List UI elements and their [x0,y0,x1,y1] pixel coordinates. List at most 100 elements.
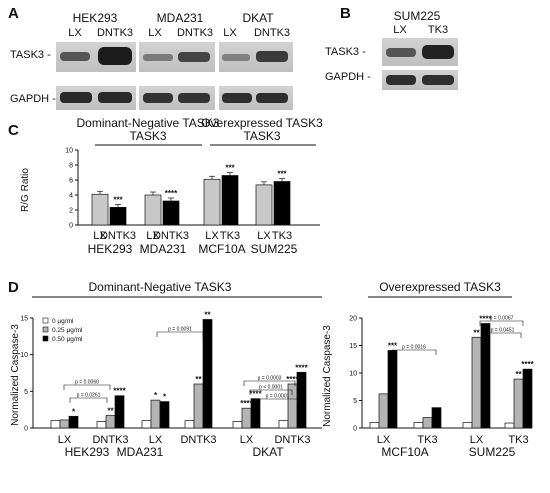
chart-d-left-bar [232,421,243,429]
chart-c-x-tick-label: LX [257,230,271,242]
chart-d-right-bar [513,378,524,429]
chart-d-right-significance-bracket [391,349,437,355]
chart-d-right-bar [462,422,473,429]
chart-d-left-significance-label: **** [113,387,126,396]
chart-c-y-tick-label: 8 [69,163,73,170]
chart-d-left-pvalue-label: p = 0.0060 [75,380,99,386]
chart-d-left-significance-label: ** [107,407,114,416]
blot-band [98,47,132,65]
chart-d-right-x-tick-label: LX [377,434,391,446]
blot-b-lane-label: LX [393,24,407,36]
blot-a-lane-label: DNTK3 [97,27,133,39]
blot-band [222,54,250,61]
chart-d-right-bar [431,407,442,429]
chart-c-header-left-2: TASK3 [129,129,166,143]
legend-swatch [42,326,49,333]
chart-c-bar [203,178,221,226]
chart-d-left-pvalue-label: p = 0.0001 [266,394,290,400]
blot-a-group-label-dkat: DKAT [242,11,274,25]
chart-d-left-significance-label: **** [295,363,308,372]
blot-a-lane-label: LX [68,27,82,39]
chart-d-left-bar [59,419,70,429]
chart-d-left-significance-bracket [156,331,204,337]
blot-panel-b: SUM225 LX TK3 TASK3 - GAPDH - [325,9,458,90]
blot-band [178,93,210,103]
chart-d-right-group-label: SUM225 [469,445,516,459]
chart-c-group-label: SUM225 [251,242,298,256]
chart-d-right-pvalue-label: p = 0.0016 [402,345,426,351]
chart-d-right-significance-label: ** [473,328,480,337]
blot-a-group-label-hek293: HEK293 [73,11,118,25]
chart-d-right-significance-label: **** [521,360,534,369]
blot-a-lane-label: LX [148,27,162,39]
chart-d-left-bar [96,421,107,429]
chart-d-left-bar [150,399,161,429]
blot-panel-a: TASK3 - GAPDH - HEK293 LX DNTK3 MDA231 L… [10,11,293,110]
chart-c-x-tick-label: DNTK3 [153,230,189,242]
legend-label: 0.25 µg/ml [52,327,83,334]
chart-d-left-x-tick-label: DNTK3 [274,434,310,446]
chart-c-y-axis-label: R/G Ratio [20,168,31,212]
chart-d-left-bar [278,420,289,429]
chart-c-x-tick-label: LX [205,230,219,242]
chart-c-bar [273,181,291,226]
chart-d-left-y-axis-label: Normalized Caspase-3 [10,324,21,426]
chart-d-left-significance-label: ** [204,310,211,319]
chart-d-left-bar [105,415,116,429]
blot-a-lane-label: DNTK3 [254,27,290,39]
chart-d-left-significance-bracket [256,398,299,404]
chart-d-right-y-tick-label: 0 [353,426,357,433]
chart-c-bar [91,193,109,226]
blot-band [422,75,454,85]
chart-c-significance-label: *** [225,164,235,173]
chart-d-left-significance-bracket [249,389,293,395]
chart-c-significance-label: **** [165,189,178,198]
blot-band [222,93,252,103]
chart-c-bar [144,194,162,226]
blot-band [60,52,90,61]
chart-d-left-pvalue-label: p < 0.0001 [259,385,283,391]
chart-d-left-x-tick-label: DNTK3 [92,434,128,446]
panel-letter-c: C [8,122,19,139]
panel-letter-a: A [8,5,19,22]
chart-d-left-significance-label: ** [195,375,202,384]
chart-d-left-pvalue-label: p = 0.0091 [168,327,192,333]
chart-d-right-significance-label: *** [388,341,398,350]
chart-d-left-y-tick-label: 15 [20,316,28,323]
chart-d-right-significance-bracket [483,332,522,338]
blot-band [386,48,416,57]
chart-c-significance-label: *** [277,170,287,179]
blot-a-row-label-gapdh: GAPDH - [10,93,56,105]
chart-d-right-significance-label: ** [515,370,522,379]
chart-d-right-bar [387,350,398,429]
legend-swatch [42,317,49,324]
chart-c-y-tick-label: 0 [69,223,73,230]
chart-d-left-pvalue-label: p = 0.0261 [77,393,101,399]
chart-d-right-pvalue-label: p = 0.0451 [491,328,515,334]
blot-a-group-label-mda231: MDA231 [157,11,204,25]
chart-d-left-x-tick-label: DNTK3 [180,434,216,446]
chart-d-right-significance-bracket [479,320,524,326]
chart-d-right-bar [480,323,491,429]
blot-band [178,52,210,62]
chart-c-header-right: Overexpressed TASK3 [201,116,323,130]
chart-d-right-x-tick-label: TK3 [508,434,528,446]
chart-c-y-tick-label: 4 [69,193,73,200]
chart-d-left-bar [68,415,79,429]
legend-swatch [42,335,49,342]
blot-a-row-label-task3: TASK3 - [10,49,51,61]
chart-d-left-significance-bracket [63,384,111,390]
chart-d-left-y-tick-label: 10 [20,352,28,359]
chart-d-left-bar [296,371,307,429]
chart-d-right-bar [413,422,424,429]
chart-c-header-left: Dominant-Negative TASK3 [77,116,220,130]
blot-b-row-label-gapdh: GAPDH - [325,71,371,83]
chart-d-left-bar [287,383,298,429]
legend-label: 0 µg/ml [52,318,74,325]
blot-b-lane-label: TK3 [428,24,448,36]
chart-d-right-y-tick-label: 20 [349,316,357,323]
chart-d-left-bar [141,420,152,429]
chart-c-group-label: HEK293 [88,242,133,256]
blot-band [256,51,288,62]
chart-c-x-tick-label: DNTK3 [100,230,136,242]
